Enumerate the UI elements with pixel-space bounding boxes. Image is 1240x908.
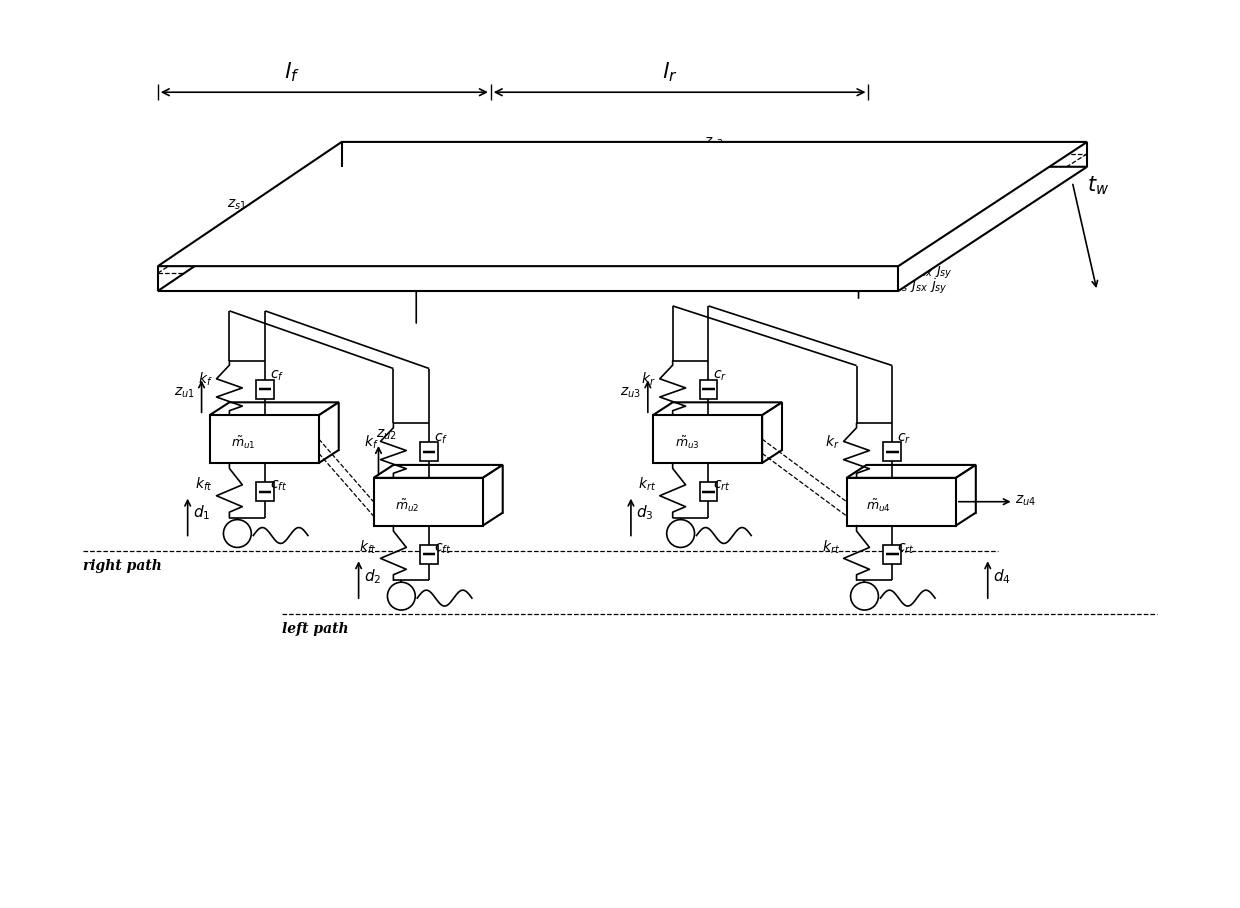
Text: $k_r$: $k_r$ [825,433,839,450]
Text: $c_f$: $c_f$ [434,431,449,446]
Bar [373,478,482,526]
Bar [883,442,901,461]
Polygon shape [157,167,1087,291]
Text: $k_{rt}$: $k_{rt}$ [822,538,839,556]
Text: $c_{ft}$: $c_{ft}$ [434,541,451,556]
Polygon shape [956,465,976,526]
Text: $c_r$: $c_r$ [898,431,911,446]
Text: $z_{s4}$: $z_{s4}$ [863,225,883,240]
Text: $k_{ft}$: $k_{ft}$ [195,476,212,493]
Text: $c_{rt}$: $c_{rt}$ [713,479,732,493]
Bar [420,442,438,461]
Text: $z_{u3}$: $z_{u3}$ [620,386,641,400]
Polygon shape [652,402,782,415]
Bar [652,415,763,463]
Text: $z_{s1}$: $z_{s1}$ [227,198,247,212]
Bar [847,478,956,526]
Text: $m_s\ j_{sx}\ j_{sy}$: $m_s\ j_{sx}\ j_{sy}$ [893,262,954,281]
Text: $m_s\ j_{sx}\ j_{sy}$: $m_s\ j_{sx}\ j_{sy}$ [888,277,949,296]
Polygon shape [319,402,339,463]
Text: $z_{s3}$: $z_{s3}$ [704,135,724,150]
Text: $d_4$: $d_4$ [993,568,1011,587]
Text: left path: left path [281,622,348,636]
Text: $d_3$: $d_3$ [636,503,653,521]
Bar [420,545,438,564]
Text: $d_1$: $d_1$ [192,503,210,521]
Text: $k_{rt}$: $k_{rt}$ [637,476,656,493]
Text: $z_{u1}$: $z_{u1}$ [174,386,195,400]
Polygon shape [157,142,1087,266]
Bar [699,380,718,399]
Text: $c_{rt}$: $c_{rt}$ [898,541,915,556]
Text: $z_{s2}$: $z_{s2}$ [420,250,440,264]
Polygon shape [482,465,502,526]
Bar [699,482,718,501]
Text: $\tilde{m}_{u4}$: $\tilde{m}_{u4}$ [867,497,892,514]
Text: $v_f$: $v_f$ [518,200,533,214]
Text: $k_{ft}$: $k_{ft}$ [358,538,376,556]
Polygon shape [763,402,782,463]
Text: $l_f$: $l_f$ [284,61,300,84]
Text: $c_{ft}$: $c_{ft}$ [270,479,288,493]
Text: $\varphi_s$: $\varphi_s$ [548,193,564,209]
Text: $\tilde{m}_{u2}$: $\tilde{m}_{u2}$ [396,497,420,514]
Text: $\tilde{m}_{u3}$: $\tilde{m}_{u3}$ [675,435,699,451]
Text: $z_{u2}$: $z_{u2}$ [377,428,397,442]
Polygon shape [847,465,976,478]
Polygon shape [373,465,502,478]
Text: $k_f$: $k_f$ [363,433,378,450]
Text: $z_{u4}$: $z_{u4}$ [1014,493,1035,508]
Text: $t_w$: $t_w$ [1087,174,1110,197]
Text: right path: right path [83,559,162,573]
Text: $k_f$: $k_f$ [197,370,212,388]
Text: $z_s$: $z_s$ [595,153,610,169]
Text: $x_s$: $x_s$ [506,259,522,274]
Text: $\tilde{m}_{u1}$: $\tilde{m}_{u1}$ [232,435,255,451]
Bar [883,545,901,564]
Text: $g_s$: $g_s$ [595,241,610,254]
Text: $c_f$: $c_f$ [270,369,284,383]
Bar [257,482,274,501]
Text: $\theta_s$: $\theta_s$ [618,211,634,229]
Polygon shape [210,402,339,415]
Text: $k_r$: $k_r$ [641,370,656,388]
Bar [210,415,319,463]
Text: $y_s$: $y_s$ [652,248,668,264]
Text: $l_r$: $l_r$ [662,61,677,84]
Text: $d_2$: $d_2$ [363,568,381,587]
Text: $c_r$: $c_r$ [713,369,728,383]
Bar [257,380,274,399]
